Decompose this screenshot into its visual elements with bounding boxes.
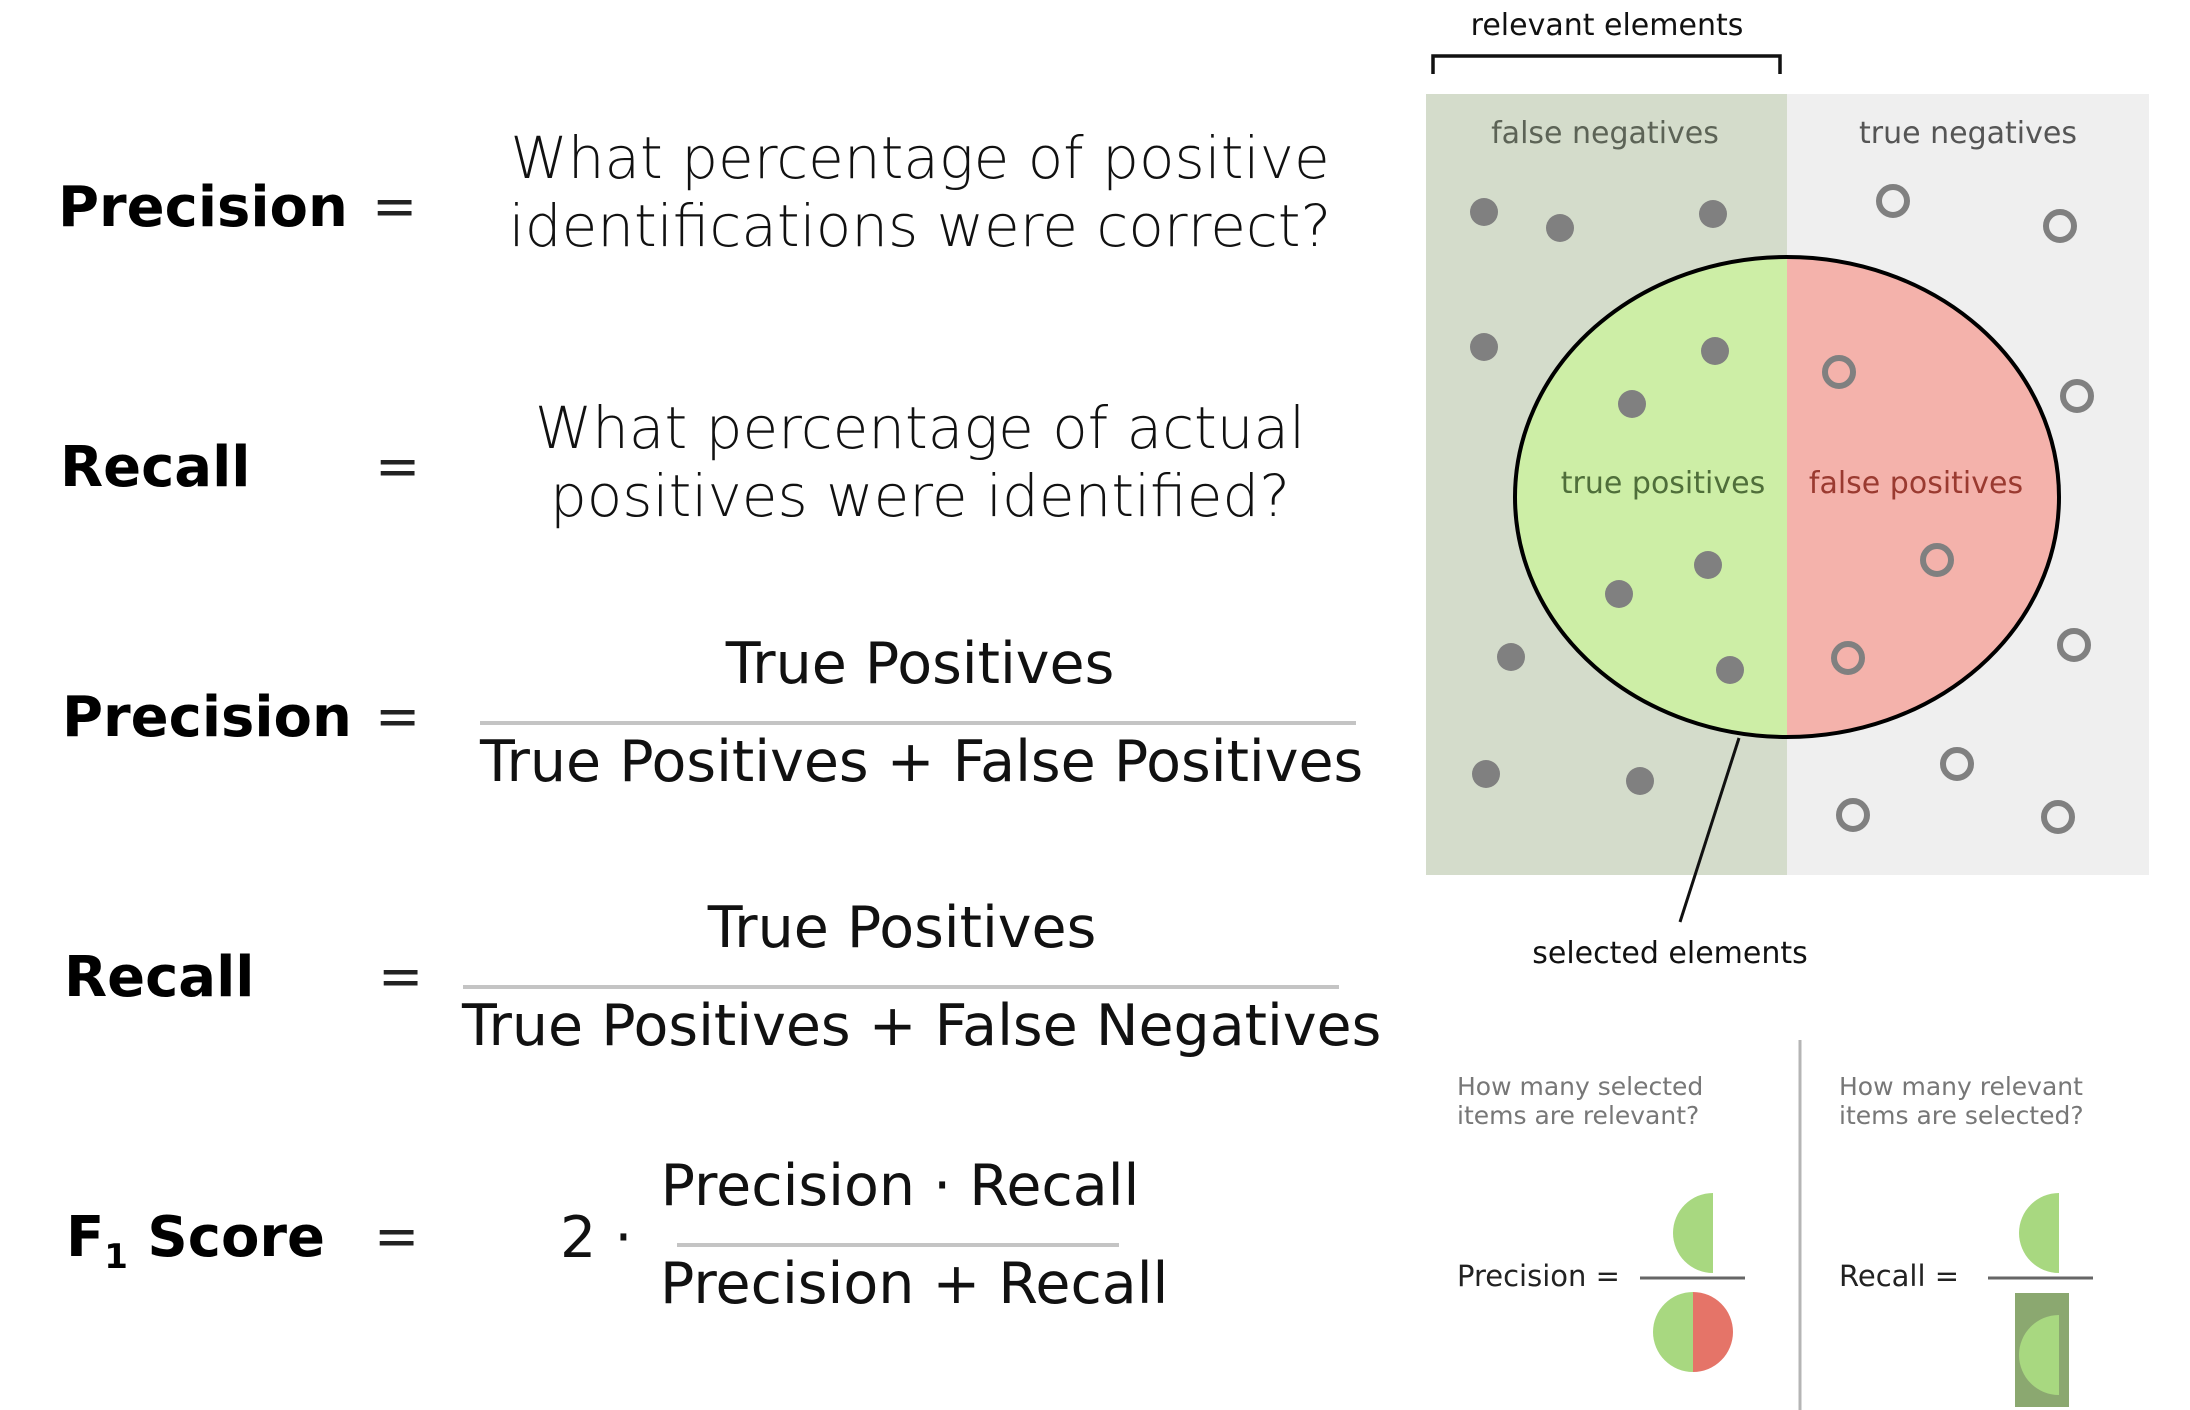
equals-sign-3: = <box>375 685 421 748</box>
relevant-dot <box>1605 580 1633 608</box>
recall-question: What percentage of actual positives were… <box>480 394 1360 530</box>
recall-denominator-tp-half <box>2019 1315 2059 1395</box>
irrelevant-dot <box>1940 747 1974 781</box>
irrelevant-dot <box>2057 628 2091 662</box>
equals-sign-4: = <box>378 945 424 1008</box>
f1-subscript: 1 <box>104 1237 128 1277</box>
irrelevant-item-dots <box>1822 184 2094 834</box>
relevant-dot <box>1472 760 1500 788</box>
relevant-dot <box>1699 200 1727 228</box>
recall-question-line-1: What percentage of actual <box>534 394 1306 462</box>
false-negatives-label: false negatives <box>1491 116 1719 151</box>
true-negatives-label: true negatives <box>1859 116 2077 151</box>
equals-sign-2: = <box>375 435 421 498</box>
relevant-elements-label: relevant elements <box>1471 8 1744 43</box>
relevant-bracket <box>1431 54 1782 74</box>
recall-hint-line-2: items are selected? <box>1839 1101 2084 1130</box>
precision-mini-label: Precision = <box>1457 1259 1620 1293</box>
irrelevant-dot <box>1920 543 1954 577</box>
relevant-dot <box>1701 337 1729 365</box>
precision-term-1: Precision <box>58 175 348 240</box>
relevant-dot <box>1470 198 1498 226</box>
recall-mini-label: Recall = <box>1839 1259 1959 1293</box>
precision-fraction-bar <box>480 721 1356 725</box>
irrelevant-dot <box>2043 209 2077 243</box>
f1-factor: 2 · <box>560 1205 633 1271</box>
selected-elements-label: selected elements <box>1532 936 1808 971</box>
precision-denominator-fp-half <box>1693 1292 1733 1372</box>
f1-fraction-bar <box>677 1243 1119 1247</box>
irrelevant-dot <box>2060 379 2094 413</box>
selected-pointer-line <box>1678 737 1741 923</box>
equals-sign-1: = <box>372 175 418 238</box>
recall-numerator: True Positives <box>707 895 1097 961</box>
recall-term-2: Recall <box>64 945 255 1010</box>
relevant-item-dots <box>1470 198 1744 795</box>
precision-denominator-tp-half <box>1653 1292 1693 1372</box>
precision-question-line-2: identifications were correct? <box>508 192 1332 260</box>
precision-numerator: True Positives <box>725 631 1115 697</box>
irrelevant-dot <box>1822 355 1856 389</box>
recall-denominator: True Positives + False Negatives <box>462 993 1382 1059</box>
f1-denominator: Precision + Recall <box>660 1251 1169 1317</box>
precision-term-2: Precision <box>62 685 352 750</box>
precision-denominator: True Positives + False Positives <box>480 729 1364 795</box>
precision-question-line-1: What percentage of positive <box>510 124 1330 192</box>
irrelevant-dot <box>2041 800 2075 834</box>
selected-circle-outline <box>1513 255 2061 739</box>
f1-letter: F <box>66 1205 105 1270</box>
precision-question: What percentage of positive identificati… <box>480 124 1360 260</box>
recall-fraction-bar <box>463 985 1339 989</box>
f1-score-word: Score <box>127 1205 326 1270</box>
irrelevant-dot <box>1876 184 1910 218</box>
precision-hint-line-1: How many selected <box>1457 1072 1703 1101</box>
precision-hint-line-2: items are relevant? <box>1457 1101 1699 1130</box>
recall-question-line-2: positives were identified? <box>549 462 1290 530</box>
recall-hint-line-1: How many relevant <box>1839 1072 2083 1101</box>
relevant-dot <box>1626 767 1654 795</box>
f1-numerator: Precision · Recall <box>660 1153 1140 1219</box>
relevant-dot <box>1716 656 1744 684</box>
relevant-dot <box>1694 551 1722 579</box>
relevant-dot <box>1618 390 1646 418</box>
f1-score-term: F1 Score <box>66 1210 325 1275</box>
relevant-dot <box>1470 333 1498 361</box>
precision-numerator-half <box>1673 1193 1713 1273</box>
recall-term-1: Recall <box>60 435 251 500</box>
true-positives-label: true positives <box>1561 466 1765 501</box>
irrelevant-dot <box>1836 798 1870 832</box>
equals-sign-5: = <box>374 1205 420 1268</box>
false-positives-label: false positives <box>1809 466 2023 501</box>
true-positives-region <box>1515 257 1787 737</box>
recall-numerator-half <box>2019 1193 2059 1273</box>
irrelevant-dot <box>1831 641 1865 675</box>
relevant-dot <box>1546 214 1574 242</box>
relevant-dot <box>1497 643 1525 671</box>
